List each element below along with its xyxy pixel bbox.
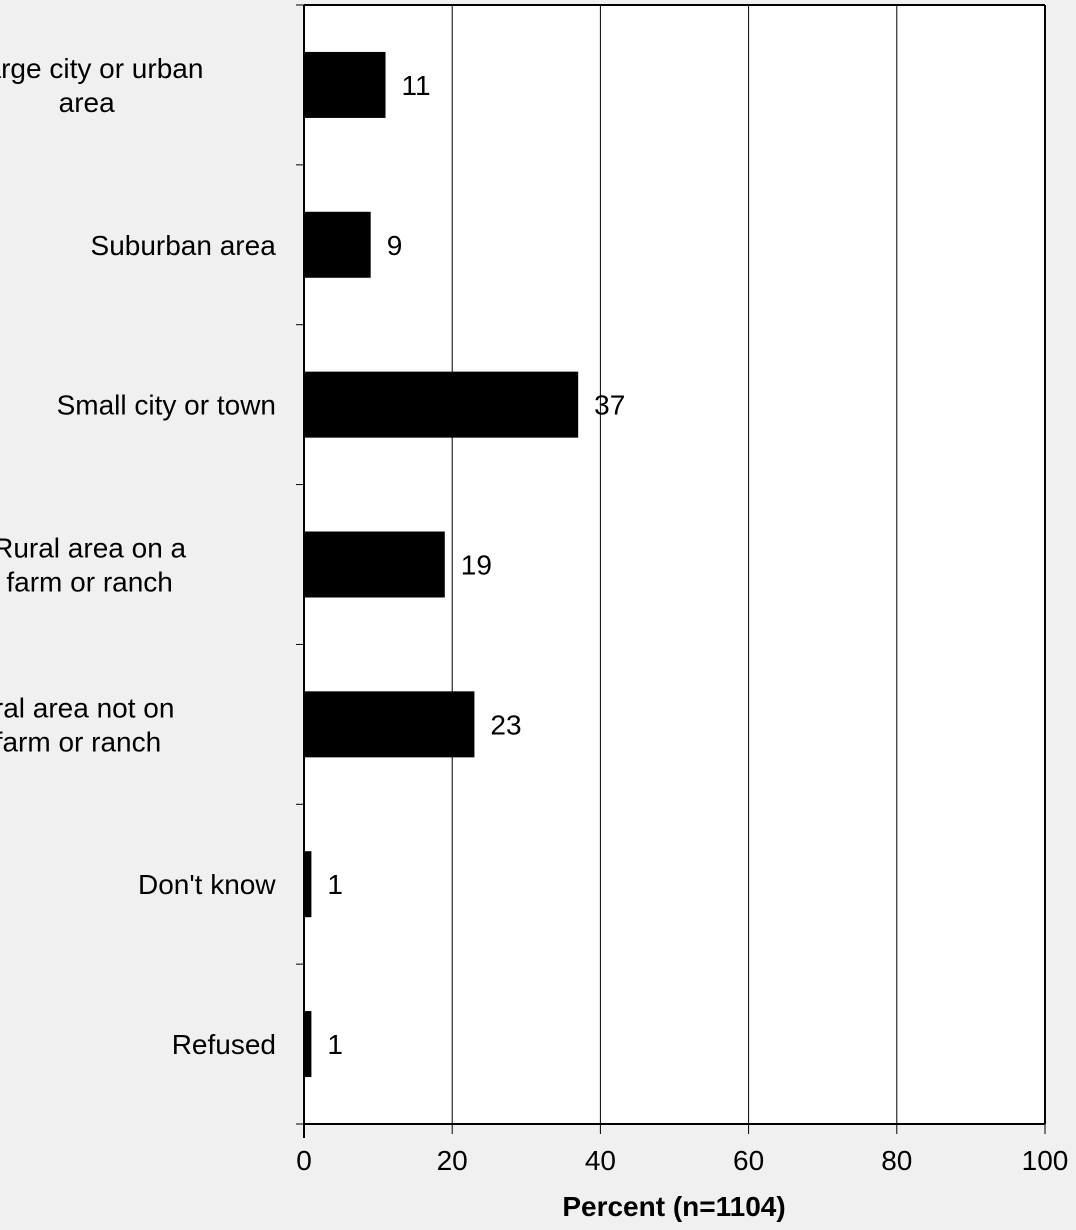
data-label-6: 1 bbox=[327, 1029, 343, 1060]
x-tick-label-0: 0 bbox=[296, 1145, 312, 1176]
x-tick-label-60: 60 bbox=[733, 1145, 764, 1176]
category-label-6: Refused bbox=[172, 1029, 276, 1060]
data-label-3: 19 bbox=[461, 550, 492, 581]
category-label-2: Small city or town bbox=[57, 390, 276, 421]
axes: 0 20 40 60 80 100 bbox=[296, 4, 1069, 1176]
bar-1 bbox=[304, 211, 371, 278]
category-label-4: Rural area not ona farm or ranch bbox=[0, 692, 174, 757]
bar-0 bbox=[304, 51, 386, 118]
bar-2 bbox=[304, 371, 579, 438]
x-tick-label-40: 40 bbox=[585, 1145, 616, 1176]
data-label-2: 37 bbox=[594, 390, 625, 421]
gridlines bbox=[451, 5, 898, 1124]
category-label-1: Suburban area bbox=[91, 230, 277, 261]
bars bbox=[304, 51, 579, 1078]
category-label-5: Don't know bbox=[138, 869, 276, 900]
x-tick-label-100: 100 bbox=[1022, 1145, 1069, 1176]
data-label-4: 23 bbox=[490, 709, 521, 740]
data-label-1: 9 bbox=[387, 230, 403, 261]
data-label-5: 1 bbox=[327, 869, 343, 900]
bar-5 bbox=[304, 851, 312, 918]
x-tick-label-20: 20 bbox=[437, 1145, 468, 1176]
x-tick-label-80: 80 bbox=[881, 1145, 912, 1176]
bar-6 bbox=[304, 1011, 312, 1078]
bar-4 bbox=[304, 691, 475, 758]
x-axis-title: Percent (n=1104) bbox=[562, 1191, 785, 1222]
bar-3 bbox=[304, 531, 445, 598]
data-label-0: 11 bbox=[402, 70, 431, 101]
category-label-3: Rural area on a farm or ranch bbox=[0, 533, 187, 598]
